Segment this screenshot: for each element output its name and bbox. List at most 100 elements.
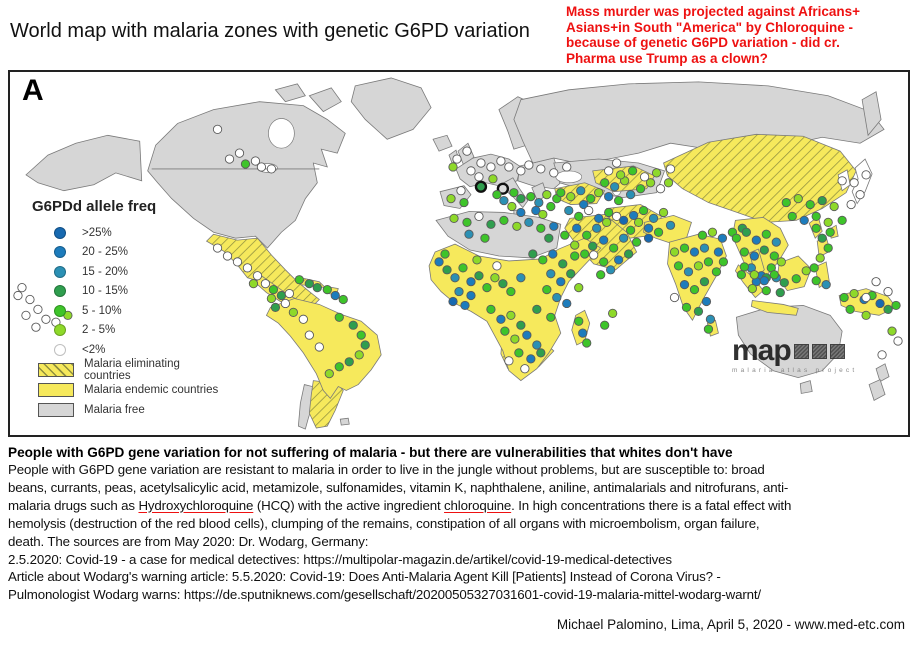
g6pd-data-point bbox=[570, 240, 580, 250]
g6pd-data-point bbox=[883, 304, 893, 314]
article-text-segment: . In high concentrations there is a fata… bbox=[511, 497, 792, 513]
g6pd-data-point bbox=[250, 156, 261, 166]
red-note-line: Pharma use Trump as a clown? bbox=[566, 50, 768, 66]
g6pd-data-point bbox=[496, 182, 510, 195]
g6pd-data-point bbox=[618, 233, 629, 243]
g6pd-data-point bbox=[705, 314, 716, 324]
g6pd-data-point bbox=[699, 243, 710, 253]
g6pd-data-point bbox=[472, 255, 482, 265]
g6pd-data-point bbox=[883, 286, 893, 297]
g6pd-data-point bbox=[651, 168, 662, 178]
g6pd-data-point bbox=[242, 263, 253, 273]
g6pd-data-point bbox=[252, 271, 263, 281]
article-lines: People with G6PD gene variation are resi… bbox=[8, 461, 913, 604]
g6pd-data-point bbox=[627, 166, 638, 176]
g6pd-data-point bbox=[41, 314, 51, 324]
region-kamchatka bbox=[861, 91, 882, 137]
g6pd-data-point bbox=[639, 172, 650, 182]
legend-area-label: Malaria endemic countries bbox=[84, 384, 219, 396]
g6pd-data-point bbox=[298, 314, 308, 324]
g6pd-data-point bbox=[805, 199, 815, 210]
article-line: death. The sources are from May 2020: Dr… bbox=[8, 533, 369, 549]
legend-class-label: 5 - 10% bbox=[82, 304, 122, 317]
g6pd-data-point bbox=[460, 300, 470, 311]
legend-class-row: 2 - 5% bbox=[32, 321, 222, 341]
g6pd-data-point bbox=[454, 286, 464, 297]
g6pd-data-point bbox=[817, 233, 827, 243]
g6pd-data-point bbox=[811, 223, 821, 233]
legend-dot-icon bbox=[54, 265, 66, 278]
g6pd-data-point bbox=[769, 270, 779, 280]
g6pd-data-point bbox=[625, 190, 636, 200]
watermark-subtitle: malaria atlas project bbox=[732, 367, 858, 374]
watermark-wordmark: map bbox=[732, 336, 857, 366]
legend-area-label: Malaria free bbox=[84, 404, 145, 416]
g6pd-data-point bbox=[809, 263, 819, 273]
legend-dot-icon bbox=[54, 343, 66, 356]
g6pd-data-point bbox=[887, 326, 897, 336]
g6pd-data-point bbox=[224, 154, 235, 164]
g6pd-data-point bbox=[448, 296, 458, 307]
legend-dot-icon bbox=[54, 246, 66, 259]
region-java bbox=[750, 300, 799, 316]
g6pd-data-point bbox=[522, 330, 532, 340]
g6pd-data-point bbox=[304, 279, 314, 289]
g6pd-data-point bbox=[669, 247, 680, 257]
g6pd-data-point bbox=[21, 310, 31, 320]
g6pd-data-point bbox=[462, 217, 472, 227]
g6pd-data-point bbox=[480, 233, 490, 243]
g6pd-data-point bbox=[599, 257, 609, 267]
g6pd-data-point bbox=[531, 205, 541, 216]
g6pd-data-point bbox=[600, 178, 610, 188]
g6pd-data-point bbox=[614, 195, 624, 206]
g6pd-data-point bbox=[610, 182, 620, 192]
g6pd-data-point bbox=[749, 270, 759, 280]
g6pd-data-point bbox=[516, 194, 526, 204]
g6pd-data-point bbox=[631, 237, 642, 247]
g6pd-data-point bbox=[604, 207, 614, 218]
region-tasmania bbox=[799, 380, 813, 394]
g6pd-data-point bbox=[875, 298, 885, 309]
g6pd-data-point bbox=[442, 265, 452, 275]
g6pd-data-point bbox=[248, 279, 259, 289]
g6pd-data-point bbox=[31, 322, 41, 332]
g6pd-data-point bbox=[466, 166, 476, 176]
legend-class-label: 10 - 15% bbox=[82, 285, 129, 298]
legend-area-row: Malaria eliminating countries bbox=[32, 358, 222, 382]
region-iceland bbox=[432, 134, 453, 152]
legend-areas: Malaria eliminating countries Malaria end… bbox=[32, 358, 222, 420]
g6pd-data-point bbox=[681, 302, 692, 313]
g6pd-data-point bbox=[707, 227, 718, 237]
g6pd-data-point bbox=[566, 192, 576, 202]
g6pd-data-point bbox=[791, 274, 801, 284]
g6pd-data-point bbox=[268, 285, 279, 295]
g6pd-data-point bbox=[669, 292, 680, 303]
legend-class-row: 10 - 15% bbox=[32, 282, 222, 302]
g6pd-data-point bbox=[348, 320, 358, 330]
g6pd-data-point bbox=[572, 223, 582, 233]
legend-class-row: 20 - 25% bbox=[32, 243, 222, 263]
g6pd-data-point bbox=[504, 356, 514, 366]
g6pd-data-point bbox=[344, 357, 354, 367]
g6pd-data-point bbox=[474, 172, 484, 182]
spellcheck-underlined-term: Hydroxychloroquine bbox=[138, 497, 254, 513]
g6pd-data-point bbox=[496, 314, 506, 324]
legend-class-label: 20 - 25% bbox=[82, 246, 129, 259]
legend-dot-icon bbox=[54, 285, 66, 298]
g6pd-data-point bbox=[877, 350, 887, 360]
g6pd-data-point bbox=[665, 220, 676, 230]
g6pd-data-point bbox=[546, 312, 556, 322]
legend-class-row: 15 - 20% bbox=[32, 262, 222, 282]
watermark-square-icon bbox=[829, 343, 845, 359]
g6pd-data-point bbox=[811, 276, 821, 286]
g6pd-data-point bbox=[592, 223, 602, 233]
article-line: People with G6PD gene variation are resi… bbox=[8, 462, 765, 477]
attribution: Michael Palomino, Lima, April 5, 2020 - … bbox=[556, 617, 905, 632]
region-arctic-island bbox=[274, 83, 306, 103]
legend-dot-icon bbox=[54, 226, 66, 239]
g6pd-data-point bbox=[837, 176, 847, 186]
malaria-atlas-project-watermark: map malaria atlas project bbox=[732, 336, 858, 375]
g6pd-data-point bbox=[703, 324, 714, 334]
region-china bbox=[663, 133, 857, 223]
